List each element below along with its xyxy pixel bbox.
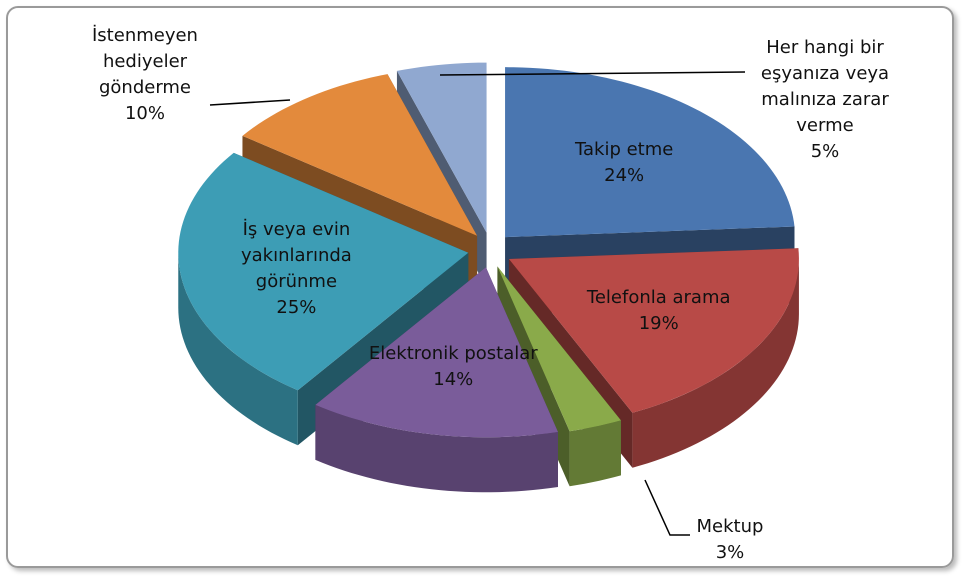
leader-line bbox=[439, 71, 746, 76]
pie-slice bbox=[178, 152, 469, 446]
slice-label: Elektronik postalar 14% bbox=[368, 341, 538, 393]
slice-top bbox=[315, 267, 558, 438]
slice-wall bbox=[569, 420, 621, 487]
leader-line bbox=[209, 99, 291, 106]
category-label: Telefonla arama bbox=[586, 286, 731, 308]
slice-wall bbox=[632, 258, 799, 468]
slice-label: Her hangi bir eşyanıza veya malınıza zar… bbox=[735, 35, 915, 165]
slice-wall bbox=[178, 252, 298, 446]
category-label: Mektup bbox=[696, 516, 764, 537]
chart-frame bbox=[6, 6, 954, 568]
value-label: 14% bbox=[433, 369, 474, 391]
slice-top bbox=[178, 152, 469, 391]
category-label: İş veya evin yakınlarında görünme bbox=[241, 218, 352, 292]
slice-top bbox=[242, 74, 478, 236]
slice-top bbox=[508, 248, 799, 413]
slice-label: İş veya evin yakınlarında görünme 25% bbox=[221, 217, 371, 321]
slice-label: Takip etme 24% bbox=[539, 137, 709, 189]
slice-wall bbox=[315, 404, 558, 493]
category-label: Her hangi bir eşyanıza veya malınıza zar… bbox=[760, 37, 890, 136]
slice-top bbox=[396, 62, 487, 233]
pie-slice bbox=[315, 267, 558, 493]
slice-top bbox=[505, 67, 795, 238]
slice-top bbox=[497, 266, 621, 432]
value-label: 24% bbox=[604, 164, 645, 186]
leader-line bbox=[644, 479, 690, 536]
category-label: Elektronik postalar bbox=[368, 343, 538, 365]
slice-label: Telefonla arama 19% bbox=[574, 285, 744, 337]
value-label: 19% bbox=[638, 312, 679, 334]
value-label: 10% bbox=[124, 103, 165, 124]
slice-label: Mektup 3% bbox=[665, 514, 795, 566]
value-label: 5% bbox=[810, 141, 840, 162]
category-label: İstenmeyen hediyeler gönderme bbox=[92, 25, 198, 98]
value-label: 3% bbox=[715, 542, 745, 563]
value-label: 25% bbox=[276, 296, 317, 318]
category-label: Takip etme bbox=[574, 138, 674, 160]
slice-label: İstenmeyen hediyeler gönderme 10% bbox=[60, 23, 230, 127]
